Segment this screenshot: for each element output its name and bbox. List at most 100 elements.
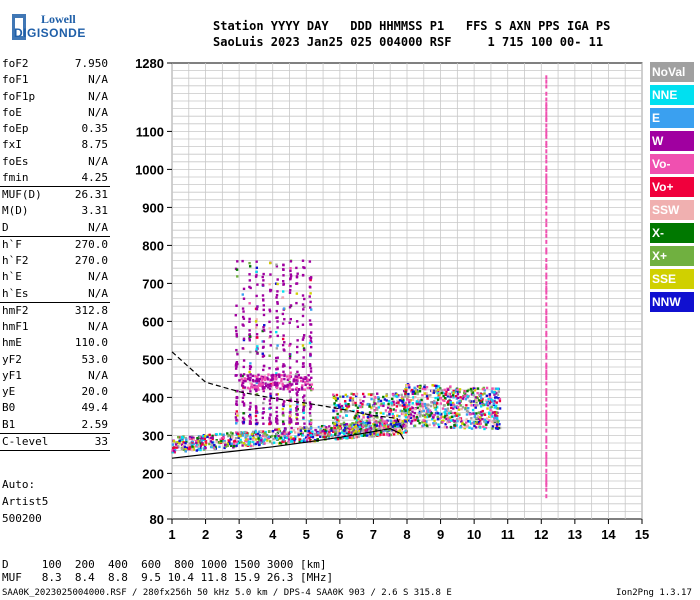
echo-point	[311, 430, 314, 433]
echo-point	[348, 399, 352, 402]
echo-point	[385, 392, 388, 396]
echo-point	[444, 392, 447, 396]
echo-point	[293, 439, 296, 442]
echo-point	[355, 393, 358, 396]
echo-point	[185, 440, 188, 443]
x-tick-label: 10	[467, 527, 481, 542]
echo-point	[334, 435, 338, 439]
echo-point	[262, 313, 266, 317]
echo-point	[473, 387, 476, 390]
echo-point	[256, 305, 259, 308]
echo-point	[256, 386, 260, 389]
echo-point	[304, 383, 307, 387]
echo-point	[303, 348, 306, 352]
param-name: h`F	[2, 237, 22, 251]
echo-point	[402, 423, 406, 427]
echo-point	[481, 403, 485, 407]
echo-point	[201, 443, 204, 446]
echo-point	[463, 394, 466, 397]
echo-point	[465, 409, 469, 413]
echo-point	[480, 400, 484, 403]
interference-point	[545, 134, 548, 139]
y-tick-label: 900	[142, 200, 164, 215]
interference-point	[545, 477, 548, 482]
echo-point	[282, 422, 285, 426]
echo-point	[387, 410, 391, 414]
echo-point	[343, 410, 347, 414]
echo-point	[248, 370, 251, 374]
echo-point	[431, 384, 434, 387]
echo-point	[288, 382, 292, 386]
echo-point	[232, 443, 236, 446]
echo-point	[262, 364, 266, 368]
echo-point	[248, 333, 251, 336]
x-tick-label: 6	[336, 527, 343, 542]
echo-point	[271, 373, 275, 377]
echo-point	[422, 424, 425, 427]
echo-point	[456, 390, 460, 394]
echo-point	[391, 425, 395, 428]
echo-point	[268, 378, 272, 381]
muf-value-row: MUF 8.3 8.4 8.8 9.5 10.4 11.8 15.9 26.3 …	[2, 571, 334, 584]
echo-point	[419, 384, 422, 388]
echo-point	[248, 367, 252, 371]
echo-point	[310, 383, 314, 386]
echo-point	[444, 414, 447, 417]
echo-point	[423, 384, 427, 387]
echo-point	[261, 434, 264, 438]
echo-point	[285, 431, 288, 434]
echo-point	[191, 435, 194, 438]
echo-point	[361, 403, 364, 406]
echo-point	[461, 406, 465, 409]
echo-point	[184, 442, 187, 445]
echo-point	[411, 406, 414, 410]
echo-point	[235, 440, 238, 444]
interference-point	[545, 381, 548, 386]
echo-point	[246, 438, 249, 441]
echo-point	[249, 435, 252, 439]
echo-point	[254, 438, 258, 441]
echo-point	[182, 448, 186, 452]
echo-point	[438, 393, 441, 396]
echo-point	[418, 400, 422, 404]
echo-point	[453, 411, 457, 415]
echo-point	[255, 266, 259, 269]
echo-point	[309, 339, 312, 342]
echo-point	[467, 407, 470, 410]
echo-point	[290, 440, 294, 443]
echo-point	[425, 420, 428, 423]
echo-point	[332, 409, 335, 413]
echo-point	[354, 394, 358, 398]
echo-point	[358, 422, 361, 425]
echo-point	[401, 404, 404, 407]
echo-point	[493, 396, 497, 399]
echo-point	[405, 405, 408, 408]
echo-point	[472, 400, 475, 403]
echo-point	[373, 398, 376, 402]
interference-point	[545, 308, 548, 313]
echo-point	[362, 413, 365, 416]
echo-point	[281, 312, 285, 316]
echo-point	[255, 422, 258, 426]
echo-point	[411, 402, 414, 405]
echo-point	[301, 338, 305, 341]
echo-point	[425, 395, 429, 398]
echo-point	[363, 432, 366, 436]
echo-point	[459, 426, 462, 429]
echo-point	[323, 435, 326, 439]
echo-point	[287, 384, 290, 387]
echo-point	[337, 435, 340, 439]
echo-point	[476, 391, 479, 395]
echo-point	[441, 415, 444, 419]
echo-point	[235, 360, 239, 364]
echo-point	[403, 403, 406, 407]
echo-point	[309, 403, 313, 407]
muf-distance-row: D 100 200 400 600 800 1000 1500 3000 [km…	[2, 558, 327, 571]
echo-point	[289, 273, 293, 276]
interference-point	[545, 229, 548, 234]
echo-point	[281, 343, 285, 347]
echo-point	[490, 412, 494, 415]
echo-point	[255, 260, 258, 263]
echo-point	[356, 409, 359, 413]
echo-point	[463, 425, 467, 429]
